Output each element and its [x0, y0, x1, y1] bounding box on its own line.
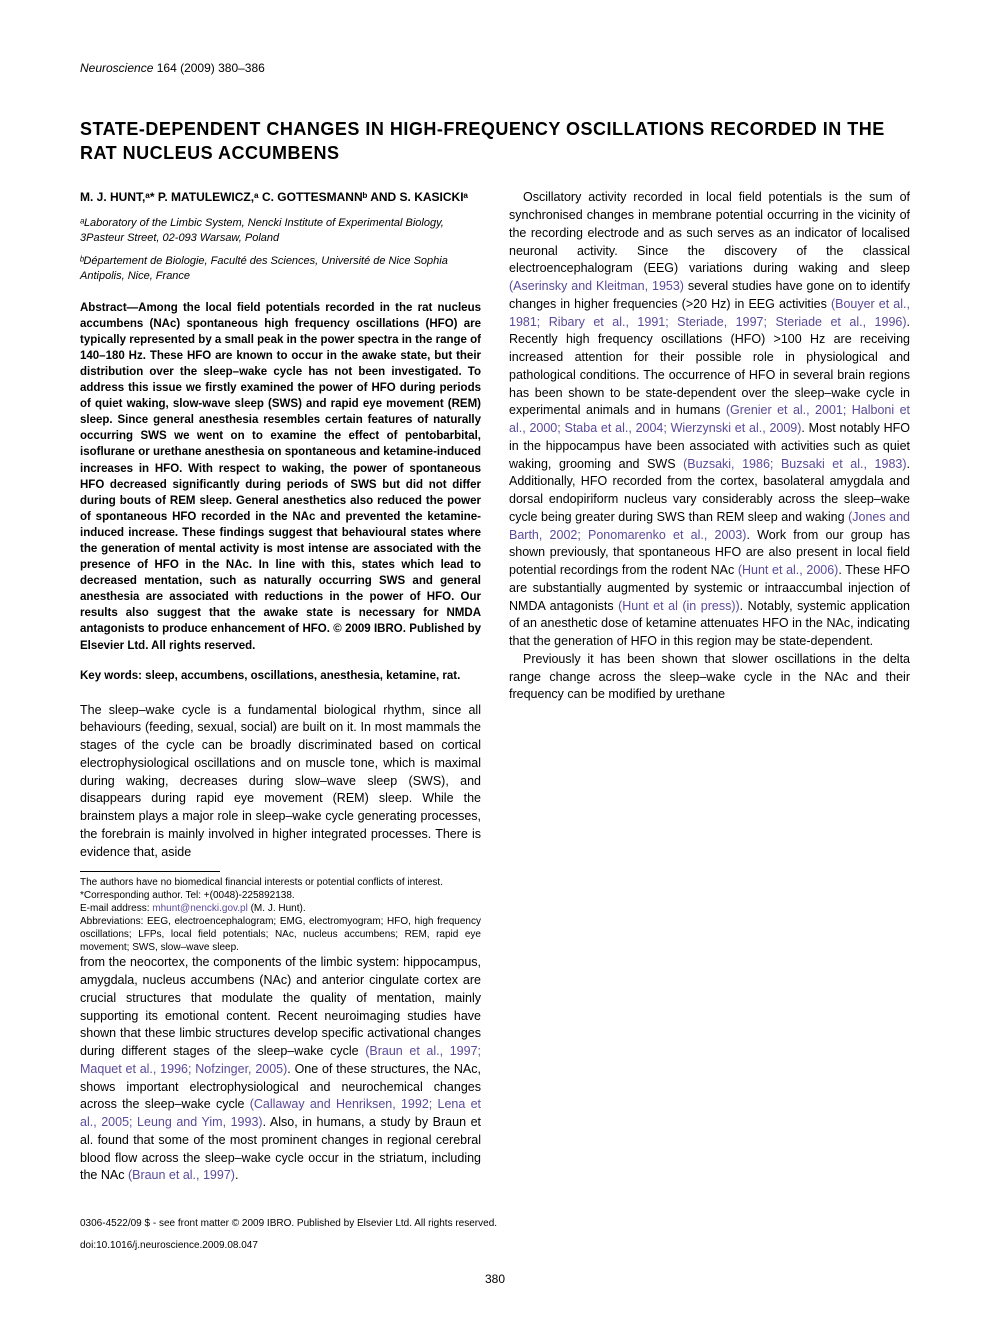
article-title: STATE-DEPENDENT CHANGES IN HIGH-FREQUENC…	[80, 117, 910, 166]
p3-part-a: Oscillatory activity recorded in local f…	[509, 190, 910, 275]
page-number: 380	[80, 1271, 910, 1288]
journal-volume: 164 (2009) 380–386	[157, 61, 265, 75]
doi-line: doi:10.1016/j.neuroscience.2009.08.047	[80, 1239, 910, 1253]
abstract-text: Abstract—Among the local field potential…	[80, 300, 481, 654]
copyright-line: 0306-4522/09 $ - see front matter © 2009…	[80, 1217, 910, 1231]
journal-name: Neuroscience	[80, 61, 153, 75]
p2-part-a: from the neocortex, the components of th…	[80, 955, 481, 1058]
body-paragraph-3: Oscillatory activity recorded in local f…	[509, 189, 910, 651]
citation-link[interactable]: (Hunt et al (in press))	[618, 599, 740, 613]
affiliation-a: ᵃLaboratory of the Limbic System, Nencki…	[80, 216, 481, 246]
journal-citation: Neuroscience 164 (2009) 380–386	[80, 60, 910, 77]
p3-part-c: . Recently high frequency oscillations (…	[509, 315, 910, 418]
author-list: M. J. HUNT,ᵃ* P. MATULEWICZ,ᵃ C. GOTTESM…	[80, 189, 481, 206]
citation-link[interactable]: (Hunt et al., 2006)	[738, 563, 839, 577]
p2-part-d: .	[235, 1168, 238, 1182]
footnote-email: E-mail address: mhunt@nencki.gov.pl (M. …	[80, 902, 481, 915]
email-link[interactable]: mhunt@nencki.gov.pl	[152, 903, 248, 914]
footnote-corresponding: *Corresponding author. Tel: +(0048)-2258…	[80, 889, 481, 902]
footnote-separator	[80, 871, 220, 872]
body-paragraph-2: from the neocortex, the components of th…	[80, 954, 481, 1185]
footnote-abbreviations: Abbreviations: EEG, electroencephalogram…	[80, 915, 481, 954]
email-label: E-mail address:	[80, 903, 152, 914]
citation-link[interactable]: (Braun et al., 1997)	[128, 1168, 235, 1182]
citation-link[interactable]: (Buzsaki, 1986; Buzsaki et al., 1983)	[683, 457, 906, 471]
abbrev-text: Abbreviations: EEG, electroencephalogram…	[80, 916, 481, 953]
keywords-text: Key words: sleep, accumbens, oscillation…	[80, 668, 481, 684]
body-paragraph-4: Previously it has been shown that slower…	[509, 651, 910, 704]
body-paragraph-1: The sleep–wake cycle is a fundamental bi…	[80, 702, 481, 862]
email-author: (M. J. Hunt).	[248, 903, 306, 914]
article-body-columns: M. J. HUNT,ᵃ* P. MATULEWICZ,ᵃ C. GOTTESM…	[80, 189, 910, 1209]
citation-link[interactable]: (Aserinsky and Kleitman, 1953)	[509, 279, 684, 293]
affiliation-b: ᵇDépartement de Biologie, Faculté des Sc…	[80, 254, 481, 284]
footnote-conflict: The authors have no biomedical financial…	[80, 876, 481, 889]
